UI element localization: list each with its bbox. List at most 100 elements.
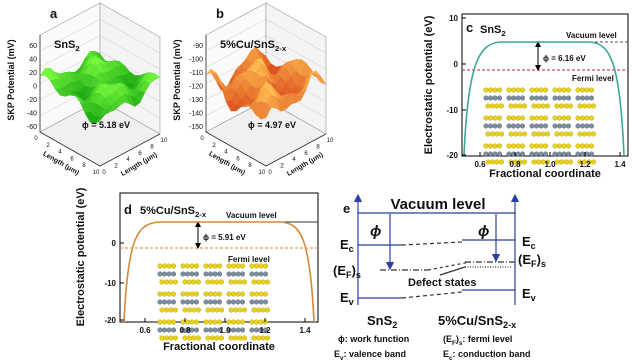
atom [490, 103, 496, 109]
text-part: (E [518, 252, 531, 267]
text-part: SnS [480, 24, 501, 36]
atom [209, 335, 215, 341]
atom [483, 151, 489, 157]
text-part: E [443, 349, 449, 359]
atom [230, 299, 236, 305]
atom [180, 271, 186, 277]
text-part: ϕ: work function [338, 334, 409, 344]
subscript: 2 [501, 29, 505, 38]
atom [214, 279, 220, 285]
atom [568, 131, 574, 137]
atom [497, 123, 503, 129]
atom [235, 327, 241, 333]
panel-label: c [466, 20, 473, 35]
atom [534, 151, 540, 157]
length-tick-label: 2 [280, 164, 284, 170]
atom [543, 143, 549, 149]
panel-c: c SnS2 Vacuum level ϕ = 6.16 eV Fermi le… [423, 13, 629, 180]
atom [515, 87, 521, 93]
atom [263, 291, 269, 297]
atom [161, 263, 167, 269]
atom [209, 279, 215, 285]
atom [263, 299, 269, 305]
surface-patch [260, 102, 272, 120]
vb-label: Ev [340, 290, 355, 307]
atom [265, 307, 271, 313]
y-tick-label: 20 [29, 70, 37, 77]
atom [237, 335, 243, 341]
atom [170, 319, 176, 325]
subscript: 2-x [195, 210, 207, 219]
atom [212, 263, 218, 269]
atom [191, 335, 197, 341]
atom [216, 327, 222, 333]
length-tick-label: 10 [93, 170, 100, 176]
atom [483, 123, 489, 129]
atom [230, 327, 236, 333]
atom [534, 87, 540, 93]
length-tick-label: 10 [161, 138, 168, 144]
y-axis-title: SKP Potential (mV) [6, 39, 16, 120]
atom [538, 87, 544, 93]
sample-label: SnS2 [54, 39, 80, 53]
length-tick-label: 10 [259, 170, 266, 176]
atom [557, 87, 563, 93]
atom [515, 151, 521, 157]
atom [239, 319, 245, 325]
atom [166, 263, 172, 269]
atom [589, 123, 595, 129]
vb-connector [401, 291, 463, 299]
text-part: SnS [54, 39, 75, 51]
y-tick-label: 0 [112, 239, 117, 248]
atom [591, 159, 597, 165]
atom [490, 131, 496, 137]
atom [586, 103, 592, 109]
atom [529, 123, 535, 129]
atom [168, 279, 174, 285]
atom [212, 327, 218, 333]
y-tick-label: -110 [190, 70, 204, 77]
fermi-label: (EF)s [518, 252, 546, 269]
atom [263, 327, 269, 333]
x-tick-label: 1.2 [259, 326, 271, 335]
atom [216, 299, 222, 305]
atom [161, 291, 167, 297]
atom [538, 151, 544, 157]
atom [226, 319, 232, 325]
atom [214, 307, 220, 313]
atom [189, 299, 195, 305]
atom [488, 115, 494, 121]
atom [591, 131, 597, 137]
y-tick-label: -90 [193, 43, 203, 50]
atom [184, 291, 190, 297]
atom [214, 335, 220, 341]
atom [506, 123, 512, 129]
atom [207, 291, 213, 297]
atom [563, 159, 569, 165]
atom [511, 143, 517, 149]
atom [545, 159, 551, 165]
atom [490, 159, 496, 165]
atom [163, 307, 169, 313]
atom [580, 143, 586, 149]
atom [485, 131, 491, 137]
length-tick-label: 6 [138, 151, 142, 157]
atom [529, 143, 535, 149]
atom [170, 327, 176, 333]
atom [543, 87, 549, 93]
atom [235, 291, 241, 297]
fermi-connector [427, 261, 471, 271]
y-tick-label: -130 [189, 97, 203, 104]
atom [226, 263, 232, 269]
vb-label: Ev [522, 286, 537, 303]
atom [157, 327, 163, 333]
atom [534, 143, 540, 149]
fermi-label: (EF)s [333, 263, 361, 280]
atom [232, 279, 238, 285]
atom [161, 271, 167, 277]
atom [189, 263, 195, 269]
atom [249, 263, 255, 269]
atom [511, 123, 517, 129]
atom [207, 299, 213, 305]
atom [193, 291, 199, 297]
